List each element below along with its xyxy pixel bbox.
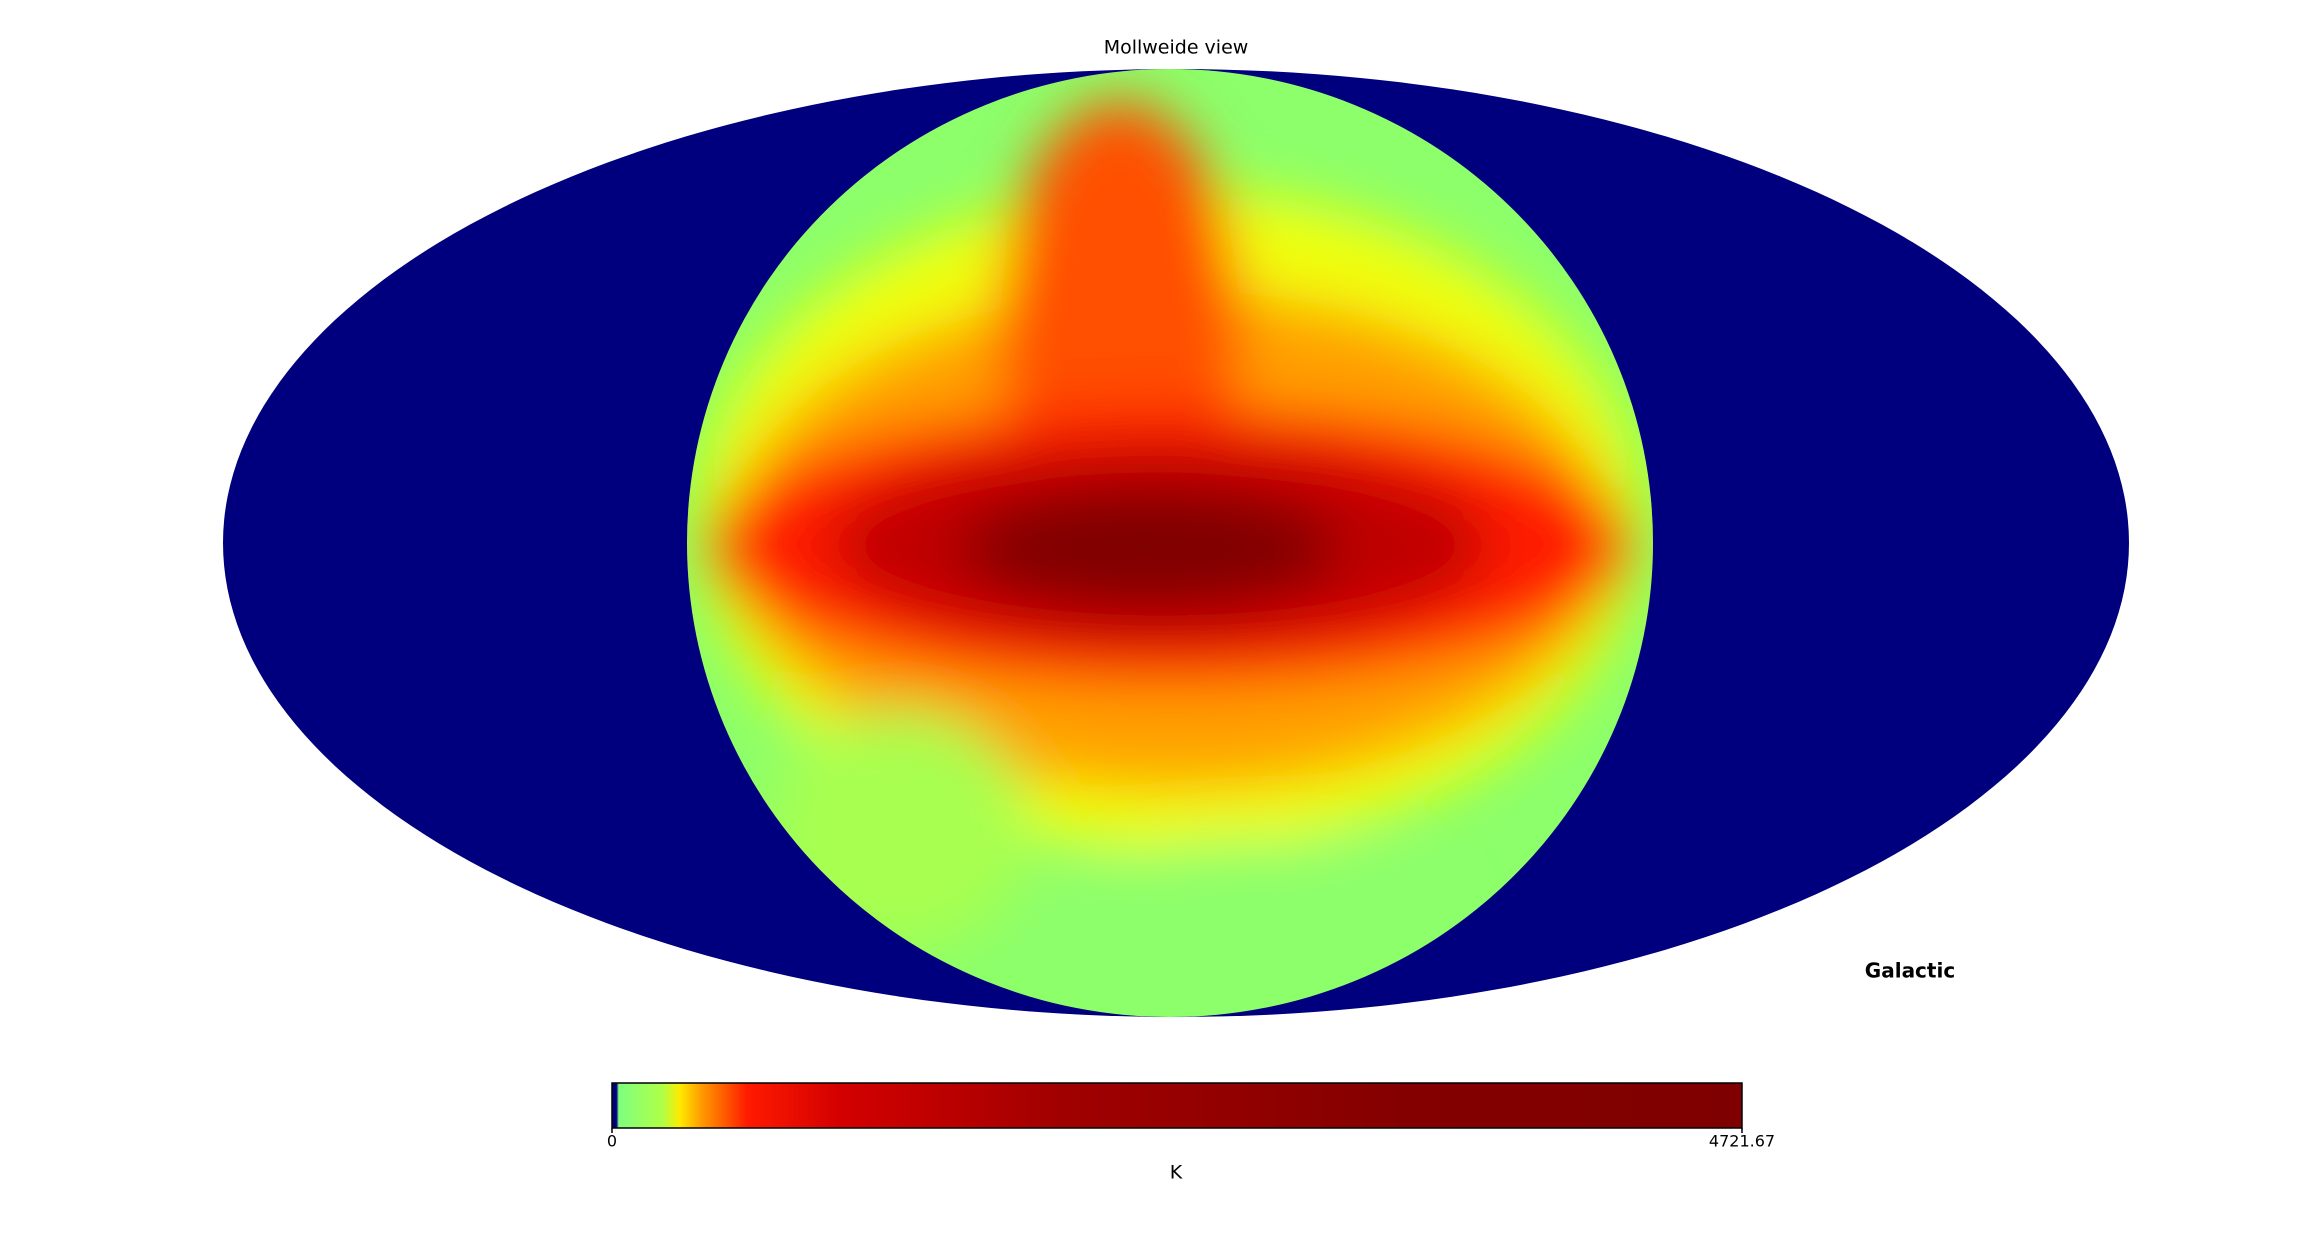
chart-title: Mollweide view [1104, 37, 1249, 59]
sky-map [687, 69, 1653, 1017]
colorbar-label: K [1170, 1162, 1183, 1184]
colorbar-tick-label: 4721.67 [1709, 1132, 1775, 1151]
colorbar [611, 1082, 1743, 1129]
coord-label: Galactic [1865, 959, 1955, 983]
colorbar-tick-label: 0 [607, 1132, 617, 1151]
